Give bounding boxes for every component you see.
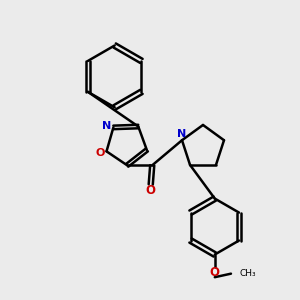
Text: O: O bbox=[95, 148, 105, 158]
Text: CH₃: CH₃ bbox=[240, 269, 256, 278]
Text: O: O bbox=[146, 184, 156, 197]
Text: N: N bbox=[102, 121, 112, 131]
Text: N: N bbox=[177, 129, 186, 139]
Text: O: O bbox=[210, 266, 220, 279]
